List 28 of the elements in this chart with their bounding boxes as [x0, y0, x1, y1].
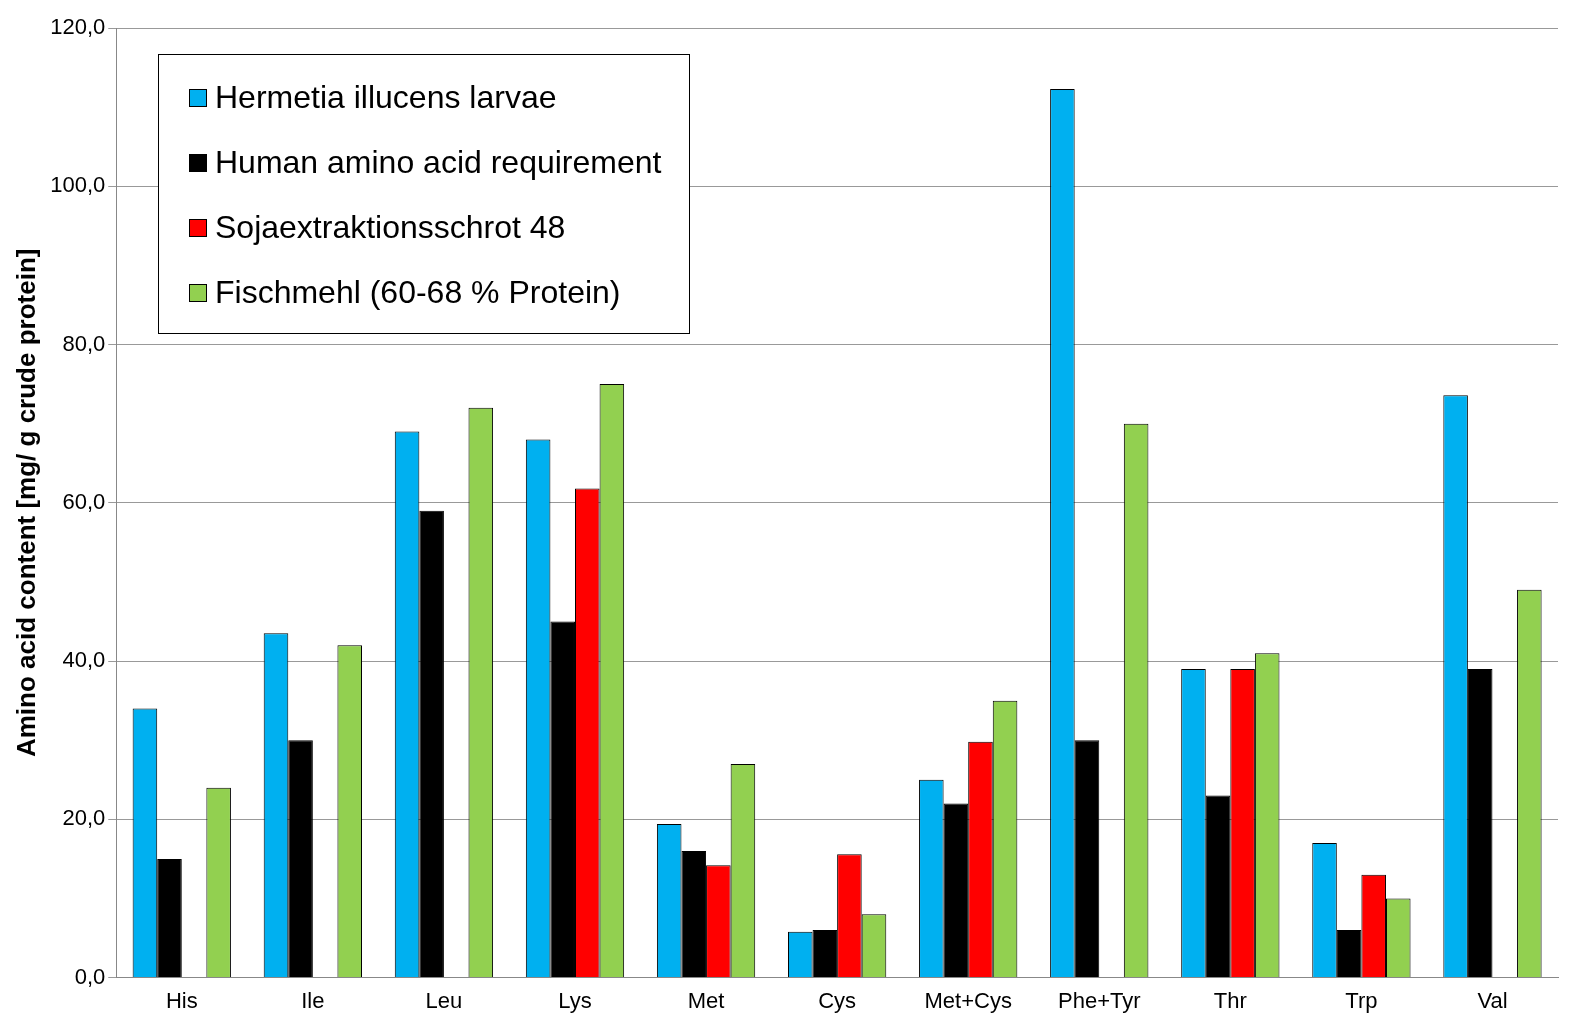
y-tick-label: 120,0 [50, 14, 106, 40]
y-tick-label: 60,0 [62, 488, 106, 514]
y-tick-label: 80,0 [62, 330, 106, 356]
x-tick-label: Thr [1213, 987, 1247, 1013]
legend-label: Sojaextraktionsschrot 48 [215, 209, 566, 246]
bar [943, 803, 969, 978]
bar [1467, 668, 1493, 978]
x-tick-label: Ile [301, 987, 325, 1013]
x-tick-label: Met [687, 987, 725, 1013]
bar [1336, 930, 1362, 978]
x-tick-label: Val [1477, 987, 1508, 1013]
y-tick-label: 20,0 [62, 805, 106, 831]
x-tick-label: Trp [1345, 987, 1378, 1013]
x-tick-label: Cys [818, 987, 857, 1013]
bar [1205, 795, 1231, 978]
y-tick-label: 40,0 [62, 647, 106, 673]
x-tick-label: His [165, 987, 198, 1013]
y-tick-label: 0,0 [74, 963, 106, 989]
x-tick-label: Met+Cys [924, 987, 1012, 1013]
legend-label: Human amino acid requirement [215, 144, 662, 181]
bar [1074, 740, 1100, 978]
y-axis-title: Amino acid content [mg/ g crude protein] [10, 248, 41, 758]
x-tick-label: Lys [558, 987, 592, 1013]
x-tick-label: Phe+Tyr [1057, 987, 1141, 1013]
legend-label: Fischmehl (60-68 % Protein) [215, 274, 621, 311]
x-tick-label: Leu [425, 987, 463, 1013]
y-tick-label: 100,0 [50, 172, 106, 198]
legend-label: Hermetia illucens larvae [215, 79, 557, 116]
